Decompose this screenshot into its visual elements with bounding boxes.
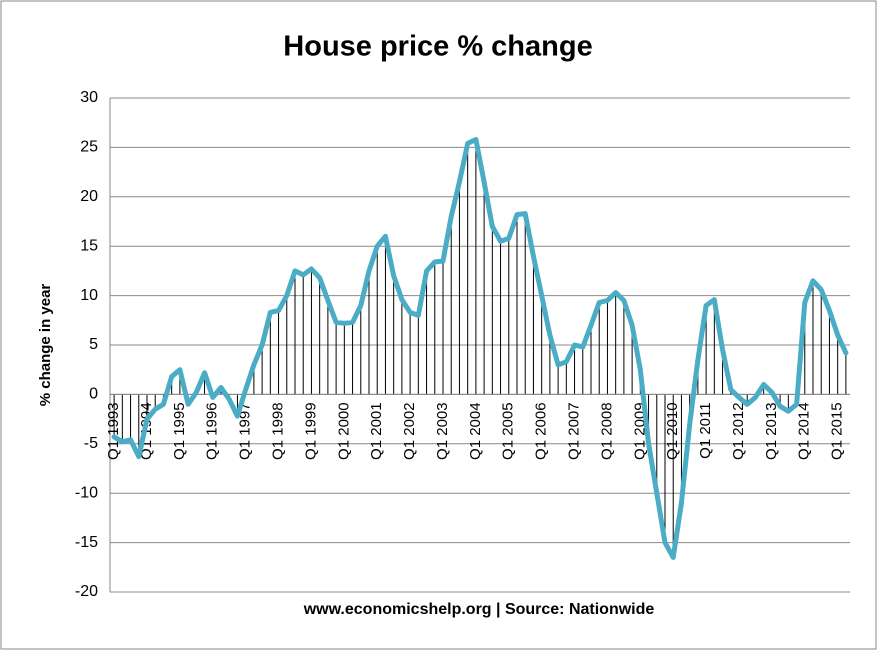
x-tick-label: Q1 1998 xyxy=(270,402,287,460)
x-tick-label: Q1 2015 xyxy=(829,402,846,460)
y-tick-label: -5 xyxy=(84,435,98,452)
y-tick-label: 15 xyxy=(80,237,98,254)
x-tick-label: Q1 2001 xyxy=(368,402,385,460)
y-tick-label: 20 xyxy=(80,188,98,205)
x-tick-label: Q1 1999 xyxy=(302,402,319,460)
x-tick-label: Q1 2012 xyxy=(730,402,747,460)
x-tick-label: Q1 2013 xyxy=(763,402,780,460)
y-axis-label: % change in year xyxy=(37,284,54,407)
chart-title: House price % change xyxy=(283,31,592,63)
x-tick-label: Q1 2010 xyxy=(664,402,681,460)
x-tick-label: Q1 2002 xyxy=(401,402,418,460)
x-tick-label: Q1 2014 xyxy=(796,402,813,460)
x-tick-label: Q1 2003 xyxy=(434,402,451,460)
x-tick-label: Q1 1997 xyxy=(237,402,254,460)
y-tick-label: 25 xyxy=(80,139,98,156)
y-tick-label: -15 xyxy=(75,534,98,551)
y-tick-label: -20 xyxy=(75,583,98,600)
y-tick-label: 10 xyxy=(80,287,98,304)
x-tick-label: Q1 1996 xyxy=(204,402,221,460)
y-tick-label: 5 xyxy=(89,336,98,353)
x-tick-label: Q1 2005 xyxy=(500,402,517,460)
source-note: www.economicshelp.org | Source: Nationwi… xyxy=(303,601,655,618)
x-tick-label: Q1 2000 xyxy=(335,402,352,460)
x-tick-label: Q1 2006 xyxy=(533,402,550,460)
x-tick-label: Q1 1993 xyxy=(105,402,122,460)
x-tick-label: Q1 2008 xyxy=(598,402,615,460)
x-tick-label: Q1 2011 xyxy=(697,402,714,458)
y-tick-label: -10 xyxy=(75,484,98,501)
x-tick-label: Q1 2007 xyxy=(566,402,583,460)
y-tick-label: 30 xyxy=(80,89,98,106)
line-series xyxy=(111,137,849,560)
y-tick-label: 0 xyxy=(89,386,98,403)
x-tick-label: Q1 1995 xyxy=(171,402,188,460)
x-tick-label: Q1 2004 xyxy=(467,402,484,460)
